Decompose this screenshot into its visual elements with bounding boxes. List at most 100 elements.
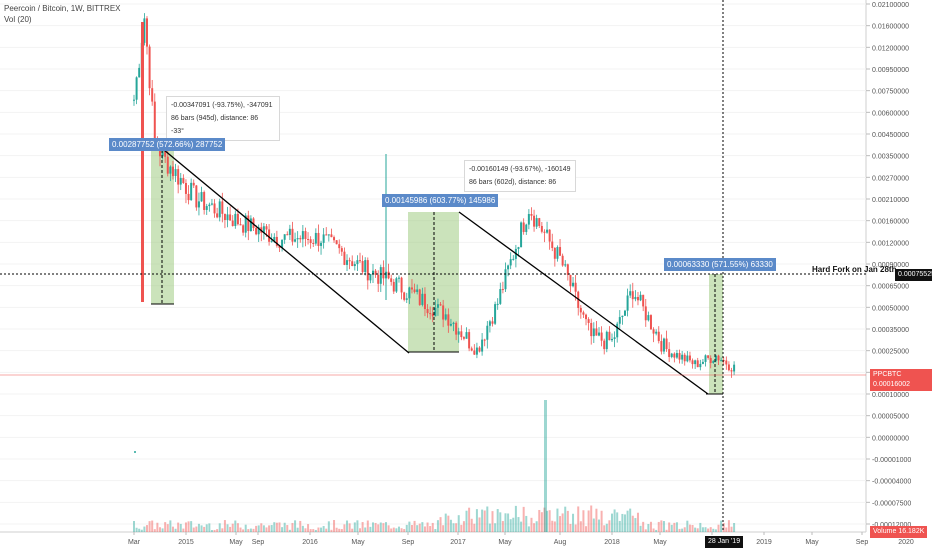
candle-body bbox=[611, 338, 613, 341]
measure1-change: -0.00347091 (-93.75%), -347091 bbox=[171, 102, 273, 109]
volume-bar bbox=[343, 524, 346, 532]
candle-body bbox=[694, 360, 697, 365]
candle-body bbox=[169, 166, 172, 174]
y-tick-label: 0.00350000 bbox=[872, 154, 909, 161]
volume-bar bbox=[301, 525, 304, 532]
volume-bar bbox=[314, 529, 317, 532]
candle-body bbox=[372, 270, 374, 274]
volume-bar bbox=[488, 523, 491, 532]
volume-bar bbox=[359, 528, 362, 532]
candle-body bbox=[504, 269, 507, 290]
candle-body bbox=[444, 314, 447, 320]
candle-body bbox=[353, 264, 356, 267]
x-tick-label: May bbox=[805, 539, 819, 546]
y-tick-label: 0.00120000 bbox=[872, 240, 909, 247]
volume-bar bbox=[133, 520, 135, 532]
volume-bar bbox=[452, 523, 455, 532]
candle-body bbox=[200, 192, 203, 202]
candle-body bbox=[174, 169, 177, 177]
volume-bar bbox=[730, 526, 733, 532]
volume-bar bbox=[174, 528, 177, 532]
candle-body bbox=[460, 331, 463, 338]
candle-body bbox=[683, 354, 686, 362]
y-tick-label: -0.00007500 bbox=[872, 500, 911, 507]
candle-body bbox=[239, 224, 242, 226]
volume-bar bbox=[413, 520, 416, 532]
candle-body bbox=[623, 310, 626, 316]
candle-body bbox=[257, 227, 260, 235]
candle-body bbox=[720, 360, 723, 362]
candle-body bbox=[351, 261, 354, 267]
volume-bar bbox=[439, 517, 442, 532]
volume-bar bbox=[709, 527, 712, 532]
volume-bar bbox=[216, 529, 219, 532]
volume-bar bbox=[486, 506, 489, 532]
volume-bar bbox=[135, 527, 138, 532]
candle-body bbox=[629, 291, 632, 296]
volume-bar bbox=[330, 529, 333, 532]
x-tick-label: Mar bbox=[128, 539, 141, 546]
y-tick-label: 0.01200000 bbox=[872, 45, 909, 52]
candle-body bbox=[553, 247, 556, 259]
candle-body bbox=[229, 214, 232, 221]
volume-bar bbox=[566, 510, 569, 532]
candle-body bbox=[520, 222, 523, 248]
candle-body bbox=[281, 239, 284, 248]
volume-bar bbox=[543, 507, 546, 532]
volume-bar bbox=[533, 523, 536, 532]
candle-body bbox=[639, 294, 642, 301]
candle-body bbox=[270, 240, 273, 242]
candle-body bbox=[395, 278, 398, 292]
volume-bar bbox=[553, 521, 556, 532]
candle-body bbox=[377, 274, 380, 284]
volume-bar bbox=[504, 513, 507, 532]
candle-body bbox=[171, 166, 174, 177]
volume-bar bbox=[564, 506, 567, 532]
candle-body bbox=[309, 239, 312, 243]
candle-body bbox=[585, 314, 588, 320]
candle-body bbox=[390, 278, 393, 282]
candle-body bbox=[184, 183, 187, 194]
volume-bar bbox=[720, 520, 723, 532]
volume-bar bbox=[286, 525, 289, 532]
volume-bar bbox=[390, 528, 393, 532]
candle-body bbox=[733, 364, 736, 372]
volume-bar bbox=[247, 529, 250, 532]
volume-bar bbox=[727, 520, 730, 532]
candle-body bbox=[322, 234, 325, 243]
volume-bar bbox=[621, 513, 624, 532]
volume-bar bbox=[192, 527, 195, 532]
candle-body bbox=[595, 328, 598, 336]
candle-body bbox=[709, 357, 712, 363]
candle-body bbox=[275, 236, 278, 246]
candle-body bbox=[681, 354, 684, 360]
volume-bar bbox=[234, 520, 237, 532]
candle-body bbox=[343, 251, 346, 265]
y-tick-label: 0.00750000 bbox=[872, 89, 909, 96]
measure1-bars: 86 bars (945d), distance: 86 bbox=[171, 115, 259, 122]
candle-body bbox=[431, 313, 434, 317]
candle-body bbox=[525, 224, 528, 232]
candle-body bbox=[418, 289, 421, 305]
y-tick-label: 0.00025000 bbox=[872, 349, 909, 356]
candle-body bbox=[379, 267, 382, 284]
volume-bar bbox=[356, 520, 359, 532]
volume-bar bbox=[473, 523, 476, 532]
volume-bar bbox=[678, 528, 681, 532]
volume-bar bbox=[296, 527, 299, 532]
candle-body bbox=[481, 339, 484, 352]
volume-bar bbox=[273, 522, 276, 532]
volume-bar bbox=[304, 528, 307, 532]
candle-body bbox=[317, 232, 320, 246]
current-price-value: 0.00016002 bbox=[873, 381, 910, 388]
y-tick-label: 0.00450000 bbox=[872, 132, 909, 139]
candle-body bbox=[436, 304, 439, 308]
candle-body bbox=[413, 289, 416, 293]
volume-bar bbox=[161, 528, 164, 532]
candle-body bbox=[286, 234, 289, 236]
candle-body bbox=[333, 237, 336, 241]
candle-body bbox=[538, 218, 541, 226]
candle-body bbox=[483, 339, 486, 341]
candle-body bbox=[135, 77, 138, 100]
